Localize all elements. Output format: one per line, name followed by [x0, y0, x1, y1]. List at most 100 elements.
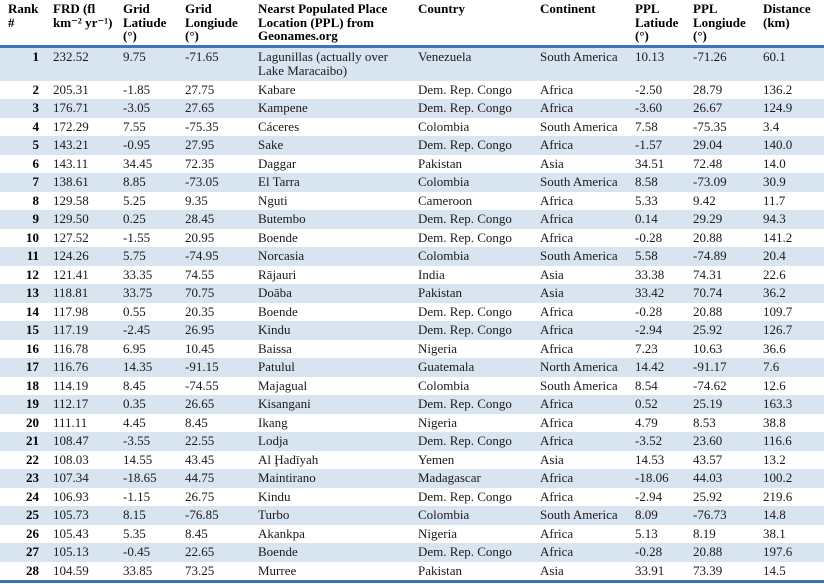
cell-ppl-longitude: 26.67 [693, 100, 723, 115]
cell-continent: Africa [540, 303, 574, 319]
cell-country: Colombia [418, 507, 470, 522]
cell-rank: 10 [26, 229, 39, 245]
column-header-grid-latitude: Grid Latiude (°) [115, 0, 177, 48]
cell-ppl-longitude: 20.88 [693, 229, 723, 245]
cell-continent: Africa [540, 81, 574, 97]
cell-grid-latitude: 0.35 [123, 396, 146, 411]
cell-ppl-longitude: 44.03 [693, 470, 723, 485]
cell-rank: 9 [32, 211, 40, 226]
cell-ppl-longitude: 29.04 [693, 137, 723, 152]
table-row: 13 118.81 33.75 70.75 Doāba Pakistan Asia 33.42… [0, 284, 824, 303]
cell-ppl-latitude: -0.28 [635, 544, 663, 559]
cell-country: Dem. Rep. Congo [418, 100, 512, 115]
cell-grid-latitude: 33.85 [115, 561, 177, 583]
cell-grid-latitude: -1.85 [123, 81, 151, 97]
cell-country: Colombia [418, 377, 470, 393]
cell-continent: Asia [540, 155, 564, 171]
cell-country: Dem. Rep. Congo [418, 211, 512, 226]
cell-ppl-latitude: 0.52 [635, 396, 658, 411]
cell-grid-latitude: -3.05 [123, 100, 151, 115]
cell-grid-longitude: -74.95 [185, 248, 219, 263]
cell-nearest-populated-place: Lodja [258, 433, 289, 448]
cell-country: Colombia [418, 118, 470, 134]
cell-frd: 105.73 [53, 507, 89, 522]
cell-grid-latitude: 8.45 [123, 377, 146, 393]
cell-country: Colombia [418, 174, 470, 189]
cell-rank: 23 [26, 470, 39, 485]
cell-continent: Africa [540, 192, 574, 208]
cell-continent: South America [540, 507, 618, 522]
cell-distance: 109.7 [763, 303, 793, 319]
table-body: 1 232.52 9.75 -71.65 Lagunillas (actually ov… [0, 46, 824, 583]
cell-ppl-latitude: 5.13 [635, 525, 658, 541]
cell-distance: 14.8 [763, 507, 786, 522]
cell-nearest-populated-place: Boende [258, 229, 298, 245]
cell-continent: Africa [540, 322, 574, 337]
cell-continent: Africa [540, 100, 574, 115]
cell-frd: 117.98 [53, 303, 89, 319]
cell-rank: 11 [26, 248, 39, 263]
cell-distance: 36.6 [763, 340, 786, 356]
cell-frd: 138.61 [53, 174, 89, 189]
cell-frd: 143.21 [53, 137, 89, 152]
cell-ppl-longitude: 20.88 [693, 303, 723, 319]
cell-nearest-populated-place: Sake [258, 137, 284, 152]
cell-grid-longitude: 22.65 [185, 544, 215, 559]
cell-continent: North America [540, 359, 618, 374]
cell-nearest-populated-place: Norcasia [258, 248, 305, 263]
cell-frd: 106.93 [53, 488, 89, 504]
cell-rank: 3 [32, 100, 40, 115]
cell-grid-longitude: 26.95 [185, 322, 215, 337]
column-header-frd: FRD (fl km⁻² yr⁻¹) [45, 0, 115, 48]
cell-grid-longitude: -75.35 [185, 118, 219, 134]
cell-nearest-populated-place: Daggar [258, 155, 297, 171]
cell-grid-longitude: 8.45 [185, 414, 208, 430]
cell-frd: 205.31 [53, 81, 89, 97]
cell-nearest-populated-place: Murree [250, 561, 410, 583]
cell-ppl-longitude: 23.60 [693, 433, 723, 448]
cell-ppl-latitude: -3.52 [635, 433, 663, 448]
cell-grid-longitude: -76.85 [185, 507, 219, 522]
cell-ppl-latitude: -0.28 [635, 229, 663, 245]
cell-distance: 36.2 [763, 285, 786, 300]
table-row: 25 105.73 8.15 -76.85 Turbo Colombia South Ame… [0, 506, 824, 525]
cell-grid-longitude: 10.45 [185, 340, 215, 356]
column-header-country: Country [410, 0, 532, 48]
cell-rank: 22 [26, 451, 39, 467]
cell-rank: 18 [26, 377, 39, 393]
cell-nearest-populated-place: Cáceres [258, 118, 300, 134]
cell-distance: 22.6 [763, 266, 786, 282]
cell-grid-longitude: 20.95 [185, 229, 215, 245]
cell-frd: 143.11 [53, 155, 89, 171]
cell-ppl-longitude: -75.35 [693, 118, 727, 134]
table-row: 28 104.59 33.85 73.25 Murree Pakistan Asia 33.9… [0, 561, 824, 583]
table-row: 10 127.52 -1.55 20.95 Boende Dem. Rep. Congo A… [0, 229, 824, 248]
cell-grid-longitude: 27.65 [185, 100, 215, 115]
cell-ppl-latitude: -3.60 [635, 100, 663, 115]
cell-ppl-latitude: 8.58 [635, 174, 658, 189]
cell-distance: 136.2 [763, 81, 793, 97]
cell-continent: Africa [540, 525, 574, 541]
cell-continent: Africa [540, 544, 574, 559]
cell-distance: 30.9 [763, 174, 786, 189]
cell-grid-longitude: 28.45 [185, 211, 215, 226]
cell-continent: South America [540, 118, 618, 134]
cell-country: Venezuela [418, 48, 472, 64]
cell-frd: 105.43 [53, 525, 89, 541]
cell-frd: 118.81 [53, 285, 89, 300]
table-row: 15 117.19 -2.45 26.95 Kindu Dem. Rep. Congo Af… [0, 321, 824, 340]
cell-distance: 94.3 [763, 211, 786, 226]
cell-nearest-populated-place: Boende [258, 544, 298, 559]
cell-ppl-longitude: 10.63 [693, 340, 723, 356]
cell-country: Colombia [418, 248, 470, 263]
cell-grid-latitude: 4.45 [123, 414, 146, 430]
cell-country: Dem. Rep. Congo [418, 396, 512, 411]
cell-ppl-latitude: -2.50 [635, 81, 663, 97]
cell-distance: 60.1 [763, 48, 786, 64]
column-header-ppl-latitude: PPL Latiude (°) [627, 0, 685, 48]
cell-grid-latitude: 6.95 [123, 340, 146, 356]
cell-rank: 6 [32, 155, 40, 171]
cell-continent: South America [540, 174, 618, 189]
table-row: 6 143.11 34.45 72.35 Daggar Pakistan Asia 34.51… [0, 155, 824, 174]
cell-distance: 126.7 [763, 322, 793, 337]
